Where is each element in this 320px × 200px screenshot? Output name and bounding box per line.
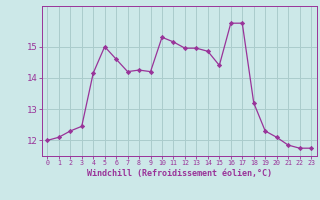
X-axis label: Windchill (Refroidissement éolien,°C): Windchill (Refroidissement éolien,°C) [87, 169, 272, 178]
